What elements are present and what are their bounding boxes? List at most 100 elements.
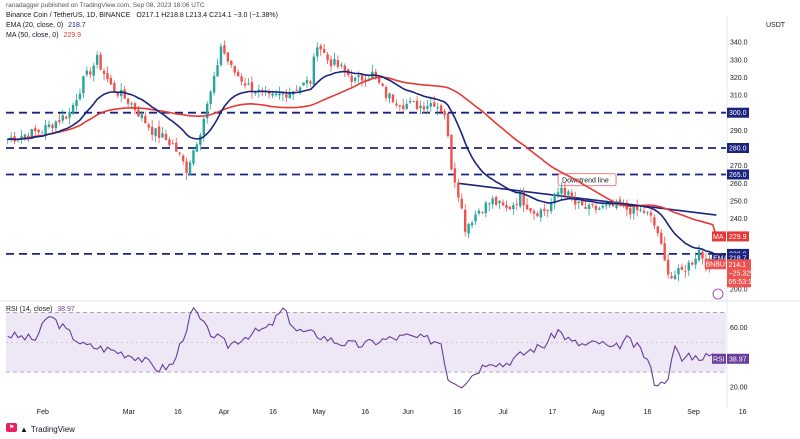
candle[interactable] [670,276,673,279]
candle[interactable] [570,192,574,199]
candle[interactable] [580,199,584,206]
candle[interactable] [474,214,477,222]
candle[interactable] [446,113,450,137]
candle[interactable] [271,93,274,96]
candle[interactable] [649,212,653,216]
candle[interactable] [673,275,677,280]
candle[interactable] [178,152,181,155]
candle[interactable] [340,64,343,66]
candle[interactable] [116,92,119,96]
candle[interactable] [240,76,243,82]
candle[interactable] [285,94,288,98]
candle[interactable] [697,250,701,261]
candle[interactable] [257,89,261,92]
candle[interactable] [302,82,305,86]
candle[interactable] [185,161,188,174]
candle[interactable] [632,205,635,214]
candle[interactable] [202,118,205,136]
candle[interactable] [113,83,116,92]
candle[interactable] [288,93,291,99]
candle[interactable] [123,89,126,99]
candle[interactable] [68,112,71,118]
candle[interactable] [488,203,491,205]
candle[interactable] [58,120,61,123]
candle[interactable] [329,59,333,67]
candle[interactable] [694,258,697,265]
candle[interactable] [677,268,680,275]
candle[interactable] [481,211,484,213]
candle[interactable] [120,89,123,97]
trend-line-group[interactable]: Downtrend line [458,173,717,216]
candle[interactable] [71,104,75,113]
candle[interactable] [250,82,254,93]
candle[interactable] [412,101,415,102]
candle[interactable] [543,208,546,211]
candle[interactable] [457,182,460,198]
candle[interactable] [498,200,501,204]
candle[interactable] [684,271,687,273]
candle[interactable] [539,209,543,218]
candle[interactable] [605,204,608,206]
candle[interactable] [343,65,347,71]
candle[interactable] [591,203,594,206]
candle[interactable] [353,77,357,81]
candle[interactable] [529,208,532,212]
candle[interactable] [598,208,601,210]
candle[interactable] [618,199,622,206]
candle[interactable] [137,109,140,117]
candle[interactable] [236,71,240,77]
candle[interactable] [206,103,209,119]
candle[interactable] [419,105,422,109]
candle[interactable] [181,155,185,162]
candle[interactable] [254,92,257,94]
candle[interactable] [64,116,68,119]
candle[interactable] [429,103,432,107]
candle[interactable] [23,134,27,138]
candle[interactable] [666,259,670,275]
candle[interactable] [384,87,388,98]
candle[interactable] [95,54,99,65]
candle[interactable] [653,217,656,226]
candle[interactable] [463,209,467,232]
candle[interactable] [305,80,309,84]
candle[interactable] [85,70,89,75]
candle[interactable] [6,139,9,141]
candle[interactable] [102,70,106,74]
candle[interactable] [298,87,302,93]
candle[interactable] [391,94,395,103]
candle[interactable] [388,93,391,99]
rsi-line[interactable] [7,306,717,389]
candle[interactable] [161,133,164,138]
candle[interactable] [37,129,40,133]
candle[interactable] [556,192,560,195]
candle[interactable] [405,103,408,109]
candle[interactable] [470,222,474,226]
candle[interactable] [350,75,353,82]
candle[interactable] [219,46,223,66]
candle[interactable] [656,226,660,234]
rsi-legend[interactable]: RSI (14, close) 38.97 [6,306,75,313]
candle[interactable] [267,91,271,95]
candle[interactable] [106,72,109,80]
candle[interactable] [144,115,147,124]
candle[interactable] [402,105,405,109]
candle[interactable] [75,100,78,107]
candle[interactable] [646,212,649,214]
candle[interactable] [326,54,329,61]
candle[interactable] [209,91,212,104]
candle[interactable] [226,52,230,62]
candle[interactable] [278,93,281,96]
candle[interactable] [140,114,144,119]
candle[interactable] [594,205,598,210]
candle[interactable] [54,121,58,129]
candle[interactable] [415,100,419,110]
candle[interactable] [27,135,30,139]
candle[interactable] [639,209,642,211]
candle[interactable] [195,144,199,152]
candle[interactable] [687,262,690,271]
candle[interactable] [126,98,130,104]
candle[interactable] [508,206,512,210]
candle[interactable] [243,83,247,86]
candle[interactable] [274,93,278,96]
